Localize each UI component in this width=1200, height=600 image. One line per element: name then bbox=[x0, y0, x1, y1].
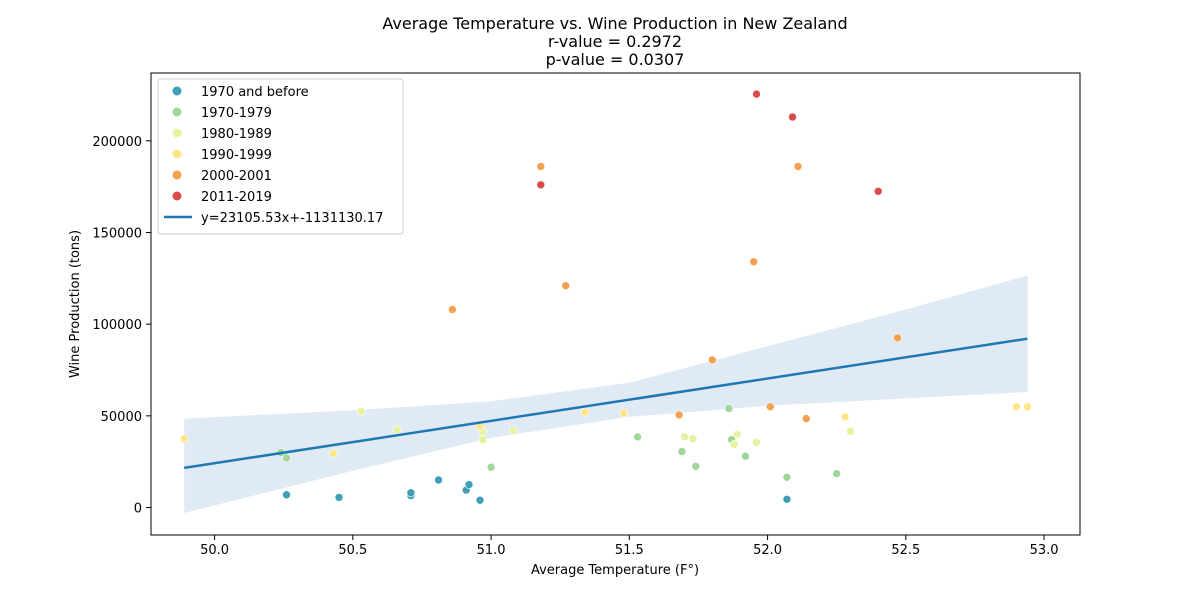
data-point bbox=[356, 406, 366, 416]
y-axis-ticks: 0 50000 100000 150000 200000 bbox=[92, 135, 151, 517]
legend-label: 2000-2001 bbox=[201, 169, 272, 184]
chart-title-line-1: Average Temperature vs. Wine Production … bbox=[382, 14, 847, 33]
data-point bbox=[846, 427, 855, 436]
data-point bbox=[782, 494, 792, 504]
legend: 1970 and before 1970-1979 1980-1989 1990-19… bbox=[157, 78, 404, 235]
data-point bbox=[752, 89, 761, 99]
legend-label: 1970-1979 bbox=[201, 106, 272, 121]
data-point bbox=[1012, 402, 1021, 412]
data-point bbox=[677, 447, 687, 456]
legend-label: 2011-2019 bbox=[201, 190, 272, 205]
x-tick-label: 53.0 bbox=[1030, 543, 1059, 558]
data-point bbox=[732, 429, 742, 439]
data-point bbox=[691, 461, 701, 471]
data-point bbox=[434, 475, 443, 485]
data-point bbox=[282, 453, 291, 463]
chart-title-line-2: r-value = 0.2972 bbox=[548, 32, 682, 51]
legend-marker bbox=[172, 86, 182, 96]
data-point bbox=[334, 493, 344, 502]
confidence-band bbox=[184, 275, 1028, 513]
legend-label: y=23105.53x+-1131130.17 bbox=[201, 211, 383, 226]
legend-label: 1970 and before bbox=[201, 85, 309, 100]
data-point bbox=[724, 404, 734, 413]
legend-marker bbox=[172, 107, 182, 117]
regression-line-layer bbox=[183, 337, 1028, 470]
data-point bbox=[782, 472, 792, 482]
data-point bbox=[840, 412, 850, 422]
data-point bbox=[832, 469, 842, 478]
data-point bbox=[536, 180, 546, 190]
legend-label: 1990-1999 bbox=[201, 148, 272, 163]
data-point bbox=[749, 257, 759, 267]
x-tick-label: 51.0 bbox=[477, 543, 506, 558]
y-tick-label: 0 bbox=[134, 502, 142, 517]
data-point bbox=[282, 490, 291, 500]
data-point bbox=[406, 488, 416, 498]
data-point bbox=[752, 438, 761, 447]
legend-marker bbox=[172, 191, 182, 201]
legend-marker bbox=[172, 170, 182, 180]
x-tick-label: 52.5 bbox=[891, 543, 920, 558]
data-point bbox=[801, 414, 811, 423]
confidence-band-layer bbox=[184, 275, 1028, 513]
data-point bbox=[873, 187, 883, 196]
data-point bbox=[329, 449, 338, 458]
data-point bbox=[633, 432, 642, 442]
x-axis-label: Average Temperature (F°) bbox=[531, 563, 699, 578]
x-tick-label: 52.0 bbox=[753, 543, 782, 558]
x-axis-ticks: 50.0 50.5 51.0 51.5 52.0 52.5 53.0 bbox=[200, 535, 1059, 558]
y-tick-label: 50000 bbox=[101, 410, 142, 425]
data-point bbox=[707, 355, 717, 365]
legend-marker bbox=[172, 128, 182, 138]
data-point bbox=[536, 162, 546, 171]
data-point bbox=[893, 333, 902, 343]
data-point bbox=[475, 495, 485, 505]
data-point bbox=[688, 434, 698, 444]
data-point bbox=[464, 480, 474, 489]
data-point bbox=[619, 408, 629, 418]
regression-line bbox=[183, 337, 1028, 470]
data-point bbox=[392, 425, 402, 434]
plot-area-frame bbox=[150, 72, 1081, 536]
legend-marker bbox=[172, 149, 182, 159]
y-tick-label: 100000 bbox=[92, 318, 142, 333]
y-tick-label: 200000 bbox=[92, 135, 142, 150]
data-point bbox=[788, 112, 797, 122]
chart-title-line-3: p-value = 0.0307 bbox=[546, 50, 685, 69]
data-point bbox=[765, 402, 775, 412]
data-point bbox=[741, 451, 750, 461]
data-point bbox=[478, 435, 488, 445]
data-point bbox=[179, 434, 189, 444]
y-tick-label: 150000 bbox=[92, 227, 142, 242]
data-point bbox=[793, 162, 803, 171]
x-tick-label: 50.5 bbox=[338, 543, 367, 558]
legend-label: 1980-1989 bbox=[201, 127, 272, 142]
data-point bbox=[486, 462, 496, 472]
y-axis-label: Wine Production (tons) bbox=[68, 230, 83, 378]
data-point bbox=[730, 439, 739, 449]
legend-box bbox=[157, 78, 404, 235]
data-point bbox=[1023, 402, 1032, 412]
data-point bbox=[508, 426, 518, 435]
data-point bbox=[674, 410, 684, 420]
data-point bbox=[448, 305, 457, 314]
x-tick-label: 51.5 bbox=[615, 543, 644, 558]
data-point bbox=[680, 432, 689, 442]
chart-title: Average Temperature vs. Wine Production … bbox=[382, 14, 847, 69]
x-tick-label: 50.0 bbox=[200, 543, 229, 558]
data-point bbox=[580, 407, 590, 417]
data-points-layer bbox=[179, 89, 1032, 505]
data-point bbox=[561, 281, 571, 291]
